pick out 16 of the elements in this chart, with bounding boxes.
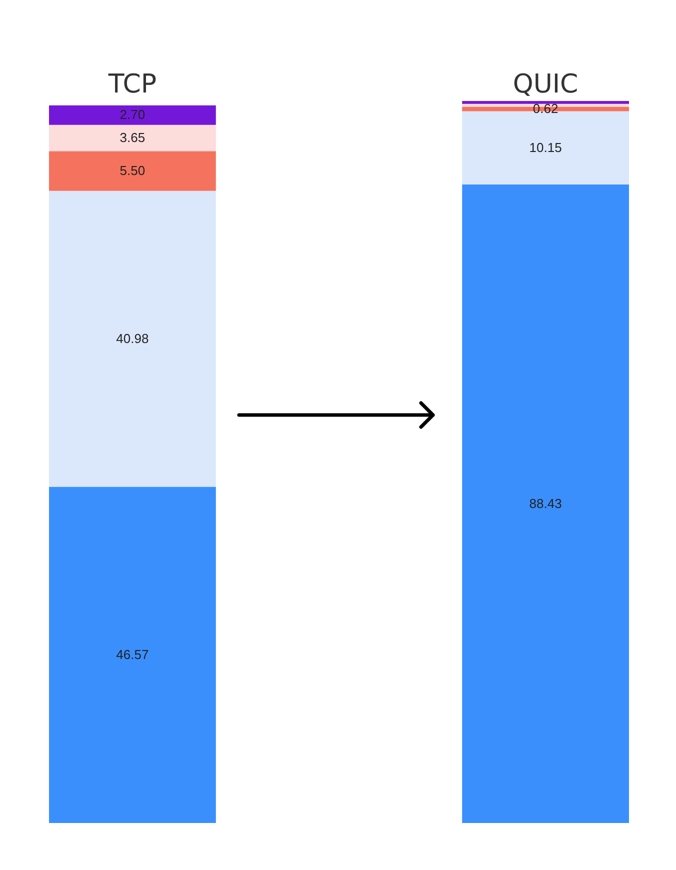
data-label: 3.65 [120,130,146,146]
bar [462,101,629,104]
data-label: 2.70 [120,107,146,122]
x-tick-label: TCP [107,70,157,100]
bar [49,105,216,125]
data-label: 10.15 [529,140,562,155]
bar [49,486,216,823]
data-label: 88.43 [529,496,562,511]
bar [49,124,216,152]
data-label: 46.57 [116,646,149,662]
x-tick-label: QUIC [512,70,578,100]
bar [462,184,629,823]
bar [49,190,216,487]
data-label: 40.98 [116,330,149,346]
bar [49,151,216,191]
data-label: 5.50 [120,163,146,178]
